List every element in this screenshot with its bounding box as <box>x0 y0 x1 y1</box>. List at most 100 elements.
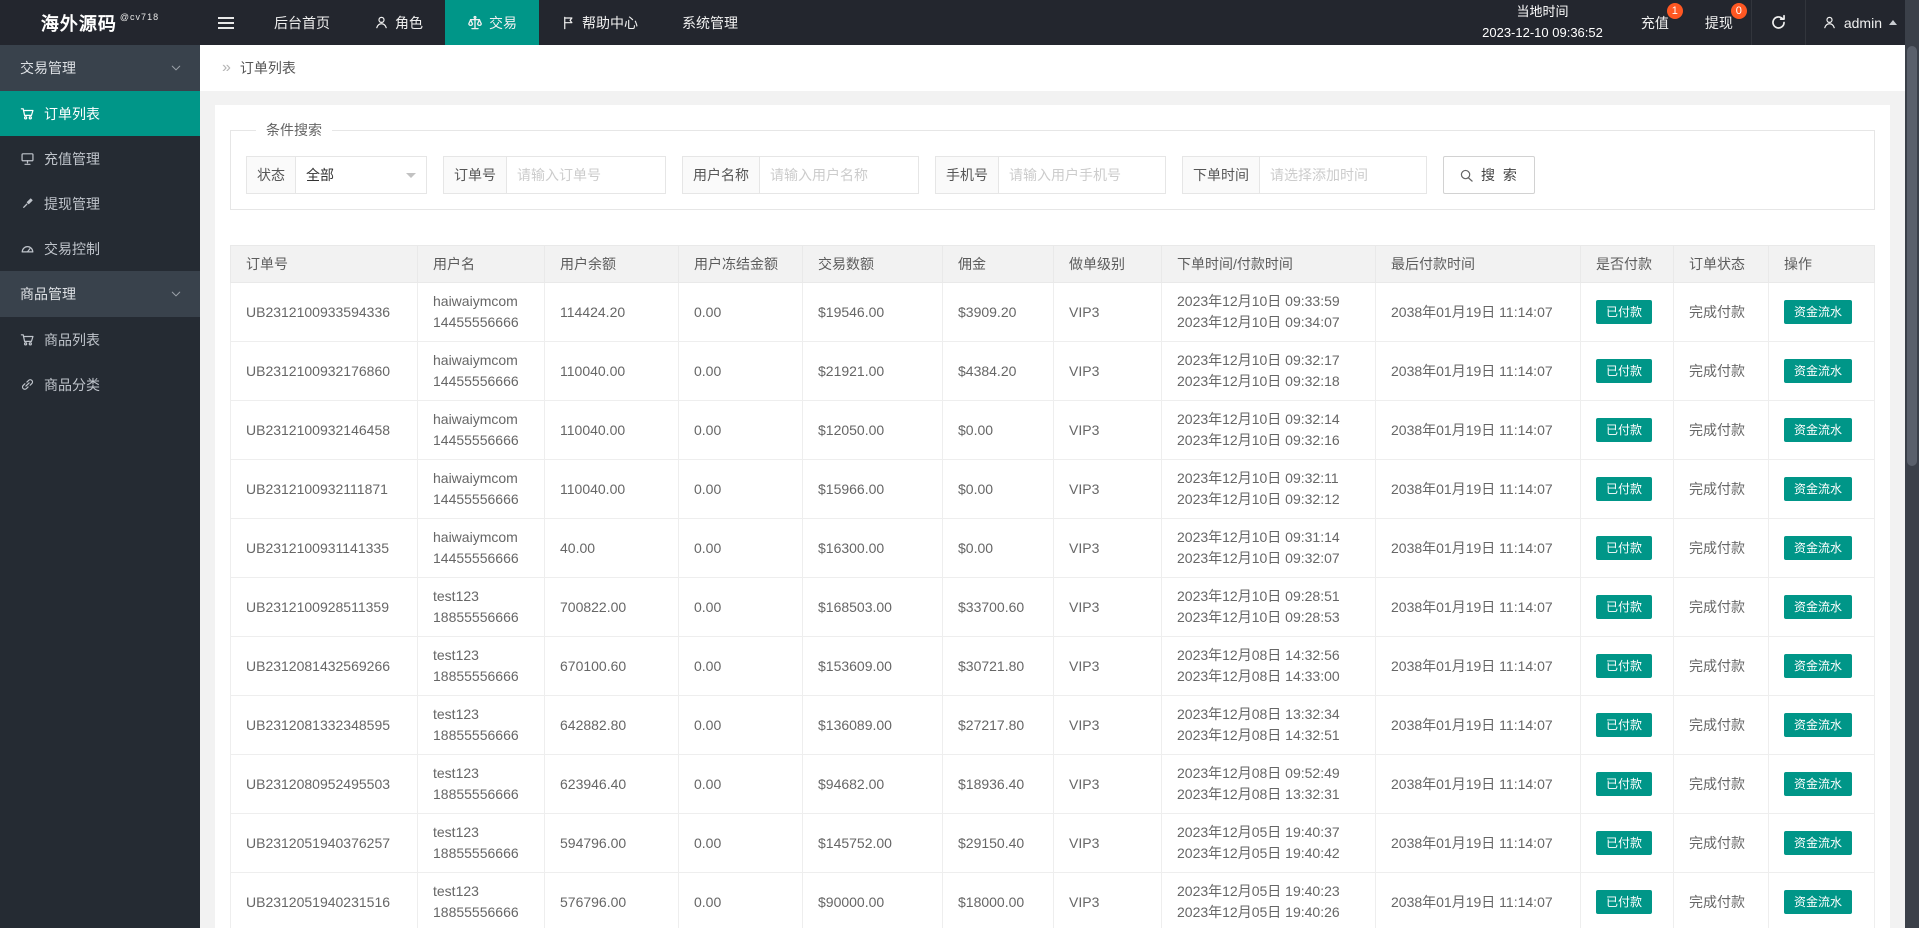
order-status-text: 完成付款 <box>1673 872 1769 928</box>
fund-flow-button[interactable]: 资金流水 <box>1784 772 1853 796</box>
username-cell: test123 <box>433 706 479 722</box>
status-select[interactable]: 全部 <box>295 156 427 194</box>
fund-flow-button[interactable]: 资金流水 <box>1784 654 1853 678</box>
col-status: 订单状态 <box>1673 245 1769 283</box>
trade-amount: $19546.00 <box>802 282 943 342</box>
pay-time: 2023年12月10日 09:32:12 <box>1177 491 1340 507</box>
nav-item-roles[interactable]: 角色 <box>352 0 445 45</box>
order-time-input[interactable] <box>1259 156 1427 194</box>
username-cell: test123 <box>433 883 479 899</box>
user-frozen-amount: 0.00 <box>678 754 803 814</box>
trade-amount: $94682.00 <box>802 754 943 814</box>
username-cell: haiwaiymcom <box>433 470 518 486</box>
search-button[interactable]: 搜 索 <box>1443 156 1535 194</box>
sidebar-group-trade-management[interactable]: 交易管理 <box>0 45 200 91</box>
withdraw-notice[interactable]: 提现 0 <box>1687 0 1751 45</box>
last-pay-time: 2038年01月19日 11:14:07 <box>1375 872 1581 928</box>
commission: $0.00 <box>942 518 1054 578</box>
order-number: UB2312081332348595 <box>246 716 391 733</box>
username-cell: haiwaiymcom <box>433 411 518 427</box>
col-frozen: 用户冻结金额 <box>678 245 803 283</box>
user-name-input[interactable] <box>759 156 919 194</box>
user-frozen-amount: 0.00 <box>678 636 803 696</box>
sidebar-item-recharge-management[interactable]: 充值管理 <box>0 136 200 181</box>
trade-amount: $168503.00 <box>802 577 943 637</box>
col-commission: 佣金 <box>942 245 1054 283</box>
chevron-down-icon <box>171 65 181 71</box>
sidebar-item-product-list[interactable]: 商品列表 <box>0 317 200 362</box>
withdraw-badge: 0 <box>1730 3 1747 19</box>
scrollbar-thumb[interactable] <box>1907 46 1917 466</box>
user-phone: 14455556666 <box>433 432 519 448</box>
pay-time: 2023年12月10日 09:32:18 <box>1177 373 1340 389</box>
user-name-label: 用户名称 <box>682 156 759 194</box>
nav-item-system[interactable]: 系统管理 <box>682 14 738 31</box>
fund-flow-button[interactable]: 资金流水 <box>1784 595 1853 619</box>
trade-amount: $12050.00 <box>802 400 943 460</box>
sidebar-item-product-category[interactable]: 商品分类 <box>0 362 200 407</box>
nav-item-help-center[interactable]: 帮助中心 <box>539 0 660 45</box>
paid-status-badge: 已付款 <box>1596 418 1653 442</box>
sidebar-item-withdraw-management[interactable]: 提现管理 <box>0 181 200 226</box>
status-select-value: 全部 <box>306 167 334 183</box>
sidebar-item-order-list[interactable]: 订单列表 <box>0 91 200 136</box>
fund-flow-button[interactable]: 资金流水 <box>1784 359 1853 383</box>
user-menu[interactable]: admin <box>1804 0 1919 45</box>
recharge-notice[interactable]: 充值 1 <box>1623 0 1687 45</box>
user-phone: 14455556666 <box>433 550 519 566</box>
orders-table: 订单号 用户名 用户余额 用户冻结金额 交易数额 佣金 做单级别 下单时间/付款… <box>230 245 1875 928</box>
order-no-filter: 订单号 <box>443 156 666 194</box>
fund-flow-button[interactable]: 资金流水 <box>1784 300 1853 324</box>
fund-flow-button[interactable]: 资金流水 <box>1784 831 1853 855</box>
order-number: UB2312051940376257 <box>246 834 391 851</box>
user-balance: 114424.20 <box>544 282 679 342</box>
last-pay-time: 2038年01月19日 11:14:07 <box>1375 577 1581 637</box>
app-logo-tag: @cv718 <box>119 11 160 22</box>
user-frozen-amount: 0.00 <box>678 872 803 928</box>
table-row: UB2312051940231516 test123 18855556666 5… <box>230 872 1875 928</box>
vertical-scrollbar[interactable] <box>1905 0 1919 928</box>
trade-amount: $145752.00 <box>802 813 943 873</box>
nav-item-trade[interactable]: 交易 <box>445 0 539 45</box>
fund-flow-button[interactable]: 资金流水 <box>1784 418 1853 442</box>
status-label: 状态 <box>246 156 295 194</box>
fund-flow-button[interactable]: 资金流水 <box>1784 477 1853 501</box>
refresh-button[interactable] <box>1750 0 1805 45</box>
menu-toggle-icon[interactable] <box>200 0 252 45</box>
order-no-input[interactable] <box>506 156 666 194</box>
table-row: UB2312081432569266 test123 18855556666 6… <box>230 636 1875 696</box>
user-frozen-amount: 0.00 <box>678 459 803 519</box>
phone-input[interactable] <box>998 156 1166 194</box>
person-icon <box>1824 16 1835 29</box>
paid-status-badge: 已付款 <box>1596 772 1653 796</box>
user-phone: 18855556666 <box>433 727 519 743</box>
commission: $4384.20 <box>942 341 1054 401</box>
col-paid: 是否付款 <box>1580 245 1674 283</box>
pay-time: 2023年12月05日 19:40:42 <box>1177 845 1340 861</box>
order-status-text: 完成付款 <box>1673 282 1769 342</box>
paid-status-badge: 已付款 <box>1596 831 1653 855</box>
trade-amount: $21921.00 <box>802 341 943 401</box>
commission: $33700.60 <box>942 577 1054 637</box>
fund-flow-button[interactable]: 资金流水 <box>1784 890 1853 914</box>
last-pay-time: 2038年01月19日 11:14:07 <box>1375 754 1581 814</box>
user-balance: 110040.00 <box>544 341 679 401</box>
fund-flow-button[interactable]: 资金流水 <box>1784 536 1853 560</box>
last-pay-time: 2038年01月19日 11:14:07 <box>1375 518 1581 578</box>
pay-time: 2023年12月08日 14:33:00 <box>1177 668 1340 684</box>
fund-flow-button[interactable]: 资金流水 <box>1784 713 1853 737</box>
last-pay-time: 2038年01月19日 11:14:07 <box>1375 400 1581 460</box>
sidebar-group-product-management[interactable]: 商品管理 <box>0 271 200 317</box>
nav-item-dashboard[interactable]: 后台首页 <box>274 14 330 31</box>
col-balance: 用户余额 <box>544 245 679 283</box>
order-number: UB2312080952495503 <box>246 775 391 792</box>
user-phone: 18855556666 <box>433 668 519 684</box>
user-balance: 700822.00 <box>544 577 679 637</box>
order-number: UB2312081432569266 <box>246 657 391 674</box>
user-balance: 576796.00 <box>544 872 679 928</box>
local-time: 当地时间 2023-12-10 09:36:52 <box>1462 0 1623 45</box>
flag-icon <box>564 16 573 30</box>
sidebar-item-trade-control[interactable]: 交易控制 <box>0 226 200 271</box>
user-name-filter: 用户名称 <box>682 156 919 194</box>
table-row: UB2312081332348595 test123 18855556666 6… <box>230 695 1875 755</box>
